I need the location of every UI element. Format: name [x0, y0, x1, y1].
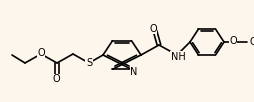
Text: O: O [52, 74, 60, 84]
Text: O: O [37, 48, 45, 58]
Text: O: O [228, 35, 236, 45]
Text: CH₃: CH₃ [249, 37, 254, 47]
Text: NH: NH [170, 52, 185, 62]
Text: N: N [130, 67, 137, 77]
Text: O: O [149, 24, 156, 34]
Text: S: S [86, 58, 92, 68]
